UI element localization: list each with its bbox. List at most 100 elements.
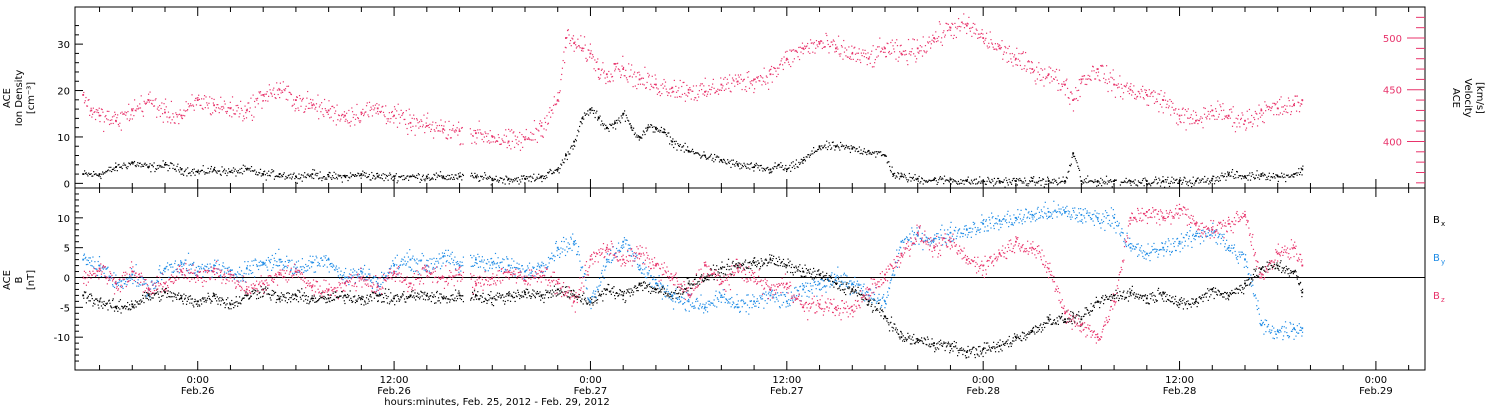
bx-sample-196 <box>211 300 213 303</box>
velocity-sample-1602 <box>1269 107 1271 109</box>
velocity-sample-1140 <box>929 41 931 43</box>
bx-sample-1089 <box>802 276 804 278</box>
density-sample-556 <box>544 178 546 180</box>
density-sample-962 <box>876 153 879 155</box>
density-sample-733 <box>689 151 691 153</box>
velocity-sample-1120 <box>914 55 916 57</box>
bx-sample-1059 <box>782 258 785 261</box>
density-sample-86 <box>153 162 155 164</box>
density-sample-1135 <box>1018 180 1020 182</box>
density-sample-638 <box>611 123 613 125</box>
velocity-sample-220 <box>245 112 247 114</box>
bx-sample-1521 <box>1085 313 1087 315</box>
density-sample-378 <box>392 179 394 181</box>
velocity-sample-493 <box>446 137 448 140</box>
bx-sample-1039 <box>769 257 771 259</box>
density-sample-698 <box>660 126 663 129</box>
bx-sample-444 <box>373 297 375 299</box>
velocity-sample-981 <box>812 51 814 53</box>
velocity-sample-1628 <box>1288 99 1290 102</box>
velocity-sample-951 <box>790 65 792 68</box>
velocity-sample-571 <box>510 148 512 150</box>
density-sample-677 <box>643 131 645 133</box>
density-point-41 <box>655 126 657 129</box>
density-sample-125 <box>185 168 187 170</box>
density-sample-712 <box>672 138 674 140</box>
bx-sample-1205 <box>878 302 880 304</box>
bx-sample-1499 <box>1070 320 1073 322</box>
velocity-sample-942 <box>783 56 785 58</box>
density-sample-774 <box>723 158 725 160</box>
density-sample-1132 <box>1015 178 1018 180</box>
density-sample-101 <box>165 164 168 166</box>
density-sample-1390 <box>1230 175 1232 177</box>
velocity-sample-1474 <box>1175 108 1177 110</box>
density-sample-231 <box>272 171 274 173</box>
velocity-sample-1037 <box>853 47 855 49</box>
velocity-point-45 <box>736 80 739 83</box>
velocity-sample-113 <box>166 116 168 118</box>
velocity-sample-717 <box>617 68 619 70</box>
bx-sample-1524 <box>1087 309 1089 312</box>
velocity-sample-1247 <box>1008 60 1010 63</box>
velocity-sample-780 <box>664 85 666 87</box>
bx-sample-757 <box>585 300 587 302</box>
bx-sample-141 <box>175 296 177 299</box>
velocity-sample-1110 <box>907 64 909 66</box>
density-sample-358 <box>376 173 378 175</box>
velocity-sample-1399 <box>1119 95 1122 98</box>
density-sample-507 <box>504 183 506 185</box>
density-sample-1228 <box>1094 179 1096 181</box>
velocity-sample-1355 <box>1087 74 1089 77</box>
bx-sample-567 <box>454 297 456 299</box>
density-sample-247 <box>285 175 287 178</box>
bx-point-49 <box>884 315 886 318</box>
density-sample-1220 <box>1087 181 1090 183</box>
bx-sample-1170 <box>855 290 857 292</box>
velocity-sample-760 <box>649 88 651 91</box>
bx-sample-1138 <box>834 279 836 281</box>
density-sample-918 <box>840 145 843 148</box>
density-sample-701 <box>663 128 665 130</box>
velocity-sample-1588 <box>1259 112 1261 114</box>
density-sample-314 <box>340 175 342 177</box>
bx-sample-1391 <box>1000 348 1002 350</box>
bx-point-40 <box>736 264 739 267</box>
velocity-sample-1205 <box>977 37 979 39</box>
density-sample-328 <box>351 174 353 176</box>
bx-sample-1541 <box>1098 301 1100 303</box>
bx-sample-1215 <box>885 316 887 318</box>
velocity-sample-191 <box>223 100 226 102</box>
bx-sample-1256 <box>911 336 914 338</box>
bx-sample-339 <box>305 298 307 301</box>
velocity-sample-1 <box>83 102 86 104</box>
bx-sample-436 <box>368 300 370 302</box>
bx-sample-1063 <box>785 267 787 269</box>
density-sample-518 <box>513 180 515 182</box>
velocity-sample-1365 <box>1094 78 1097 80</box>
bx-sample-313 <box>288 298 290 301</box>
bx-sample-639 <box>507 292 510 294</box>
velocity-sample-1083 <box>887 42 889 45</box>
bx-sample-208 <box>219 297 221 299</box>
density-sample-1177 <box>1052 182 1054 184</box>
velocity-sample-1589 <box>1259 116 1262 118</box>
velocity-sample-407 <box>382 111 385 114</box>
density-sample-893 <box>820 149 822 151</box>
density-sample-1472 <box>1297 172 1299 174</box>
bx-sample-1180 <box>862 294 864 296</box>
bx-sample-1017 <box>755 261 757 263</box>
velocity-sample-1258 <box>1016 47 1018 49</box>
bx-sample-1426 <box>1023 337 1025 340</box>
density-sample-476 <box>479 179 481 182</box>
density-sample-1227 <box>1093 181 1095 183</box>
velocity-sample-640 <box>561 73 563 76</box>
velocity-sample-51 <box>120 129 122 131</box>
density-point-11 <box>262 173 265 175</box>
density-sample-895 <box>822 147 824 149</box>
density-sample-608 <box>587 110 589 112</box>
density-sample-1238 <box>1102 182 1104 184</box>
velocity-sample-1153 <box>938 21 941 23</box>
bx-sample-1238 <box>900 330 902 333</box>
